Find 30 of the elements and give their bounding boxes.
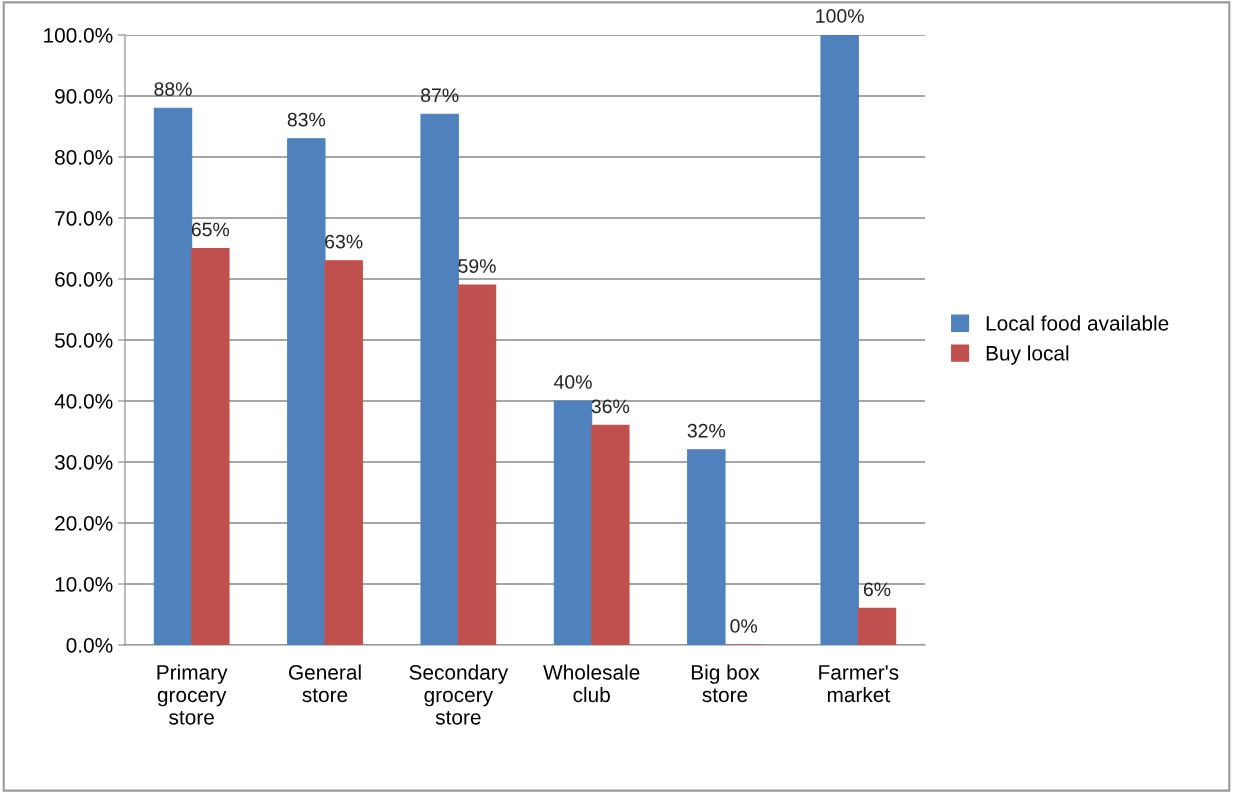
data-label: 63% [325,234,363,249]
legend-label: Local food available [986,315,1169,331]
x-tick-label: Big box store [691,664,760,703]
x-tick-label: Wholesale club [543,664,640,703]
data-label: 0% [730,619,758,633]
y-tick-label: 20.0% [55,516,113,531]
y-tick-label: 0.0% [66,638,113,653]
legend-label: Buy local [986,345,1069,365]
data-label: 100% [816,9,864,23]
x-tick-label: Primary grocery store [157,664,228,725]
data-label: 88% [154,82,192,97]
y-tick-label: 60.0% [55,272,113,287]
x-tick-label: Farmer's market [819,665,899,703]
data-label: 36% [591,399,630,414]
y-tick-label: 90.0% [55,89,113,104]
y-tick-label: 50.0% [54,333,113,348]
data-label: 83% [287,112,326,127]
data-label: 87% [421,88,459,103]
y-tick-label: 80.0% [55,150,113,165]
y-tick-label: 100.0% [44,28,113,43]
y-tick-label: 30.0% [54,455,113,470]
y-tick-label: 70.0% [55,211,113,226]
y-tick-label: 10.0% [55,577,113,592]
y-tick-label: 40.0% [54,394,113,409]
data-label: 40% [553,375,592,389]
data-label: 6% [863,582,891,597]
data-label: 65% [191,222,230,237]
x-tick-label: General store [288,664,361,703]
data-label: 32% [687,423,726,438]
x-tick-label: Secondary grocery store [409,664,509,725]
